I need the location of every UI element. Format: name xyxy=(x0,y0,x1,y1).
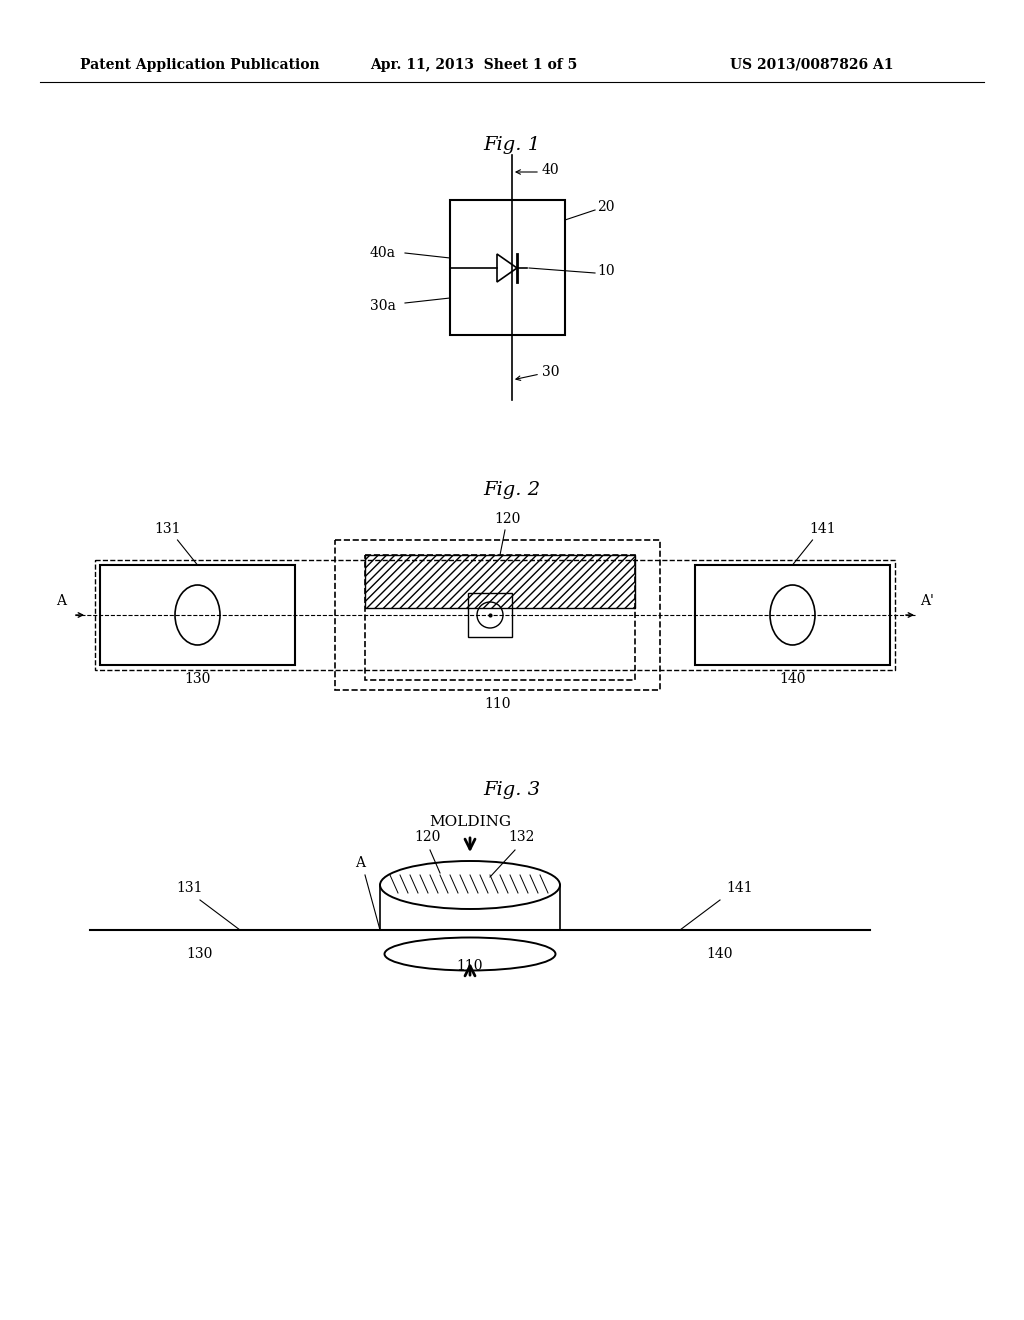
Text: Fig. 2: Fig. 2 xyxy=(483,480,541,499)
Bar xyxy=(695,565,890,665)
Text: Apr. 11, 2013  Sheet 1 of 5: Apr. 11, 2013 Sheet 1 of 5 xyxy=(370,58,578,73)
Text: 130: 130 xyxy=(184,672,211,686)
Bar xyxy=(365,554,635,680)
Text: 30: 30 xyxy=(542,366,559,379)
Text: 131: 131 xyxy=(177,880,203,895)
Text: 120: 120 xyxy=(495,512,521,525)
Bar xyxy=(468,593,512,638)
Text: 110: 110 xyxy=(457,960,483,973)
Text: 141: 141 xyxy=(809,521,836,536)
Bar xyxy=(450,201,565,335)
Bar xyxy=(335,540,660,690)
Text: 130: 130 xyxy=(186,946,213,961)
Text: 10: 10 xyxy=(597,264,614,279)
Text: Fig. 3: Fig. 3 xyxy=(483,781,541,799)
Text: 40: 40 xyxy=(542,162,560,177)
Text: 132: 132 xyxy=(509,830,536,843)
Text: 140: 140 xyxy=(779,672,806,686)
Text: A: A xyxy=(56,594,66,609)
Text: A': A' xyxy=(920,594,934,609)
Text: 40a: 40a xyxy=(370,246,396,260)
Text: US 2013/0087826 A1: US 2013/0087826 A1 xyxy=(730,58,894,73)
Text: 140: 140 xyxy=(707,946,733,961)
Text: 120: 120 xyxy=(415,830,441,843)
Text: MOLDING: MOLDING xyxy=(429,814,511,829)
Bar xyxy=(365,554,635,607)
Bar xyxy=(95,560,895,671)
Bar xyxy=(100,565,295,665)
Text: Fig. 1: Fig. 1 xyxy=(483,136,541,154)
Text: 30a: 30a xyxy=(370,300,396,313)
Text: Patent Application Publication: Patent Application Publication xyxy=(80,58,319,73)
Text: 141: 141 xyxy=(727,880,754,895)
Text: A: A xyxy=(355,855,365,870)
Text: 110: 110 xyxy=(484,697,511,711)
Text: 131: 131 xyxy=(155,521,181,536)
Text: 20: 20 xyxy=(597,201,614,214)
